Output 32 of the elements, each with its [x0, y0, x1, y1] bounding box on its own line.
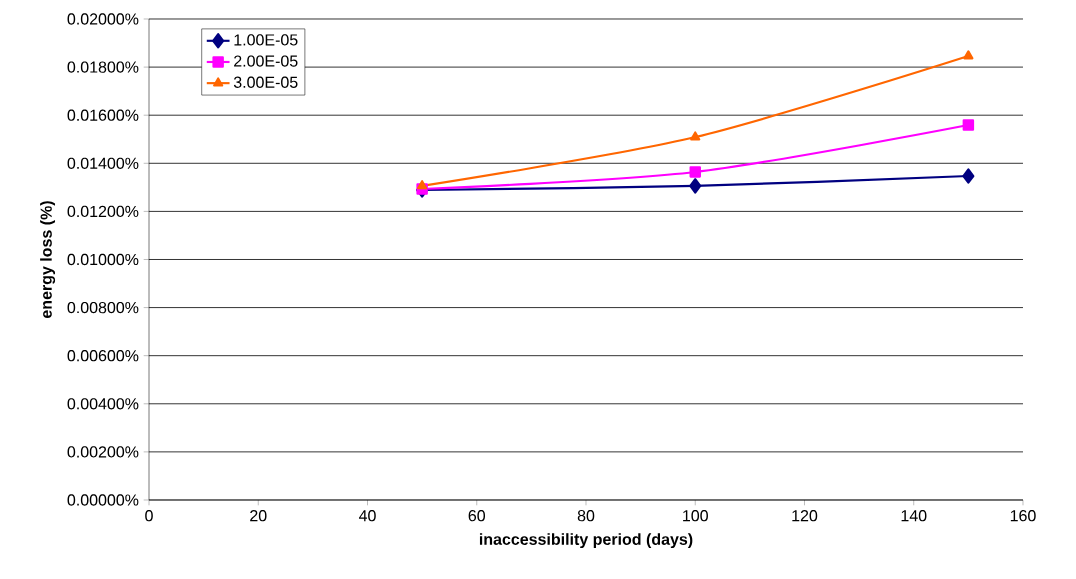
point	[689, 178, 702, 194]
y-tick-label: 0.00000%	[67, 494, 139, 506]
y-tick-label: 0.01400%	[67, 157, 139, 169]
x-tick-label: 60	[468, 510, 486, 522]
point	[963, 50, 974, 60]
x-tick-label: 20	[250, 510, 267, 522]
point	[689, 166, 701, 178]
x-tick-label: 120	[792, 510, 818, 522]
y-axis-title: energy loss (%)	[40, 201, 56, 318]
point	[417, 180, 428, 190]
point	[690, 131, 701, 141]
point	[962, 168, 975, 184]
y-tick-label: 0.01200%	[67, 205, 139, 218]
point	[962, 119, 975, 131]
y-tick-label: 0.01600%	[67, 109, 139, 121]
x-tick-label: 40	[358, 510, 376, 522]
legend-label: 1.00E-05	[234, 34, 298, 46]
legend-label: 2.00E-05	[234, 55, 298, 67]
y-tick-label: 0.00600%	[67, 350, 139, 362]
x-axis-title: inaccessibility period (days)	[479, 533, 693, 549]
x-tick-label: 100	[683, 510, 708, 522]
y-tick-label: 0.02000%	[67, 13, 139, 25]
x-tick-label: 0	[145, 510, 153, 522]
y-tick-label: 0.01800%	[67, 61, 139, 73]
y-tick-label: 0.00400%	[67, 398, 139, 410]
x-tick-label: 140	[901, 510, 927, 522]
y-tick-label: 0.00200%	[67, 446, 139, 458]
x-tick-label: 160	[1010, 510, 1036, 522]
x-tick-label: 80	[577, 510, 595, 522]
legend-label: 3.00E-05	[233, 76, 298, 88]
y-tick-label: 0.01000%	[67, 253, 139, 266]
y-tick-label: 0.00800%	[67, 301, 139, 314]
